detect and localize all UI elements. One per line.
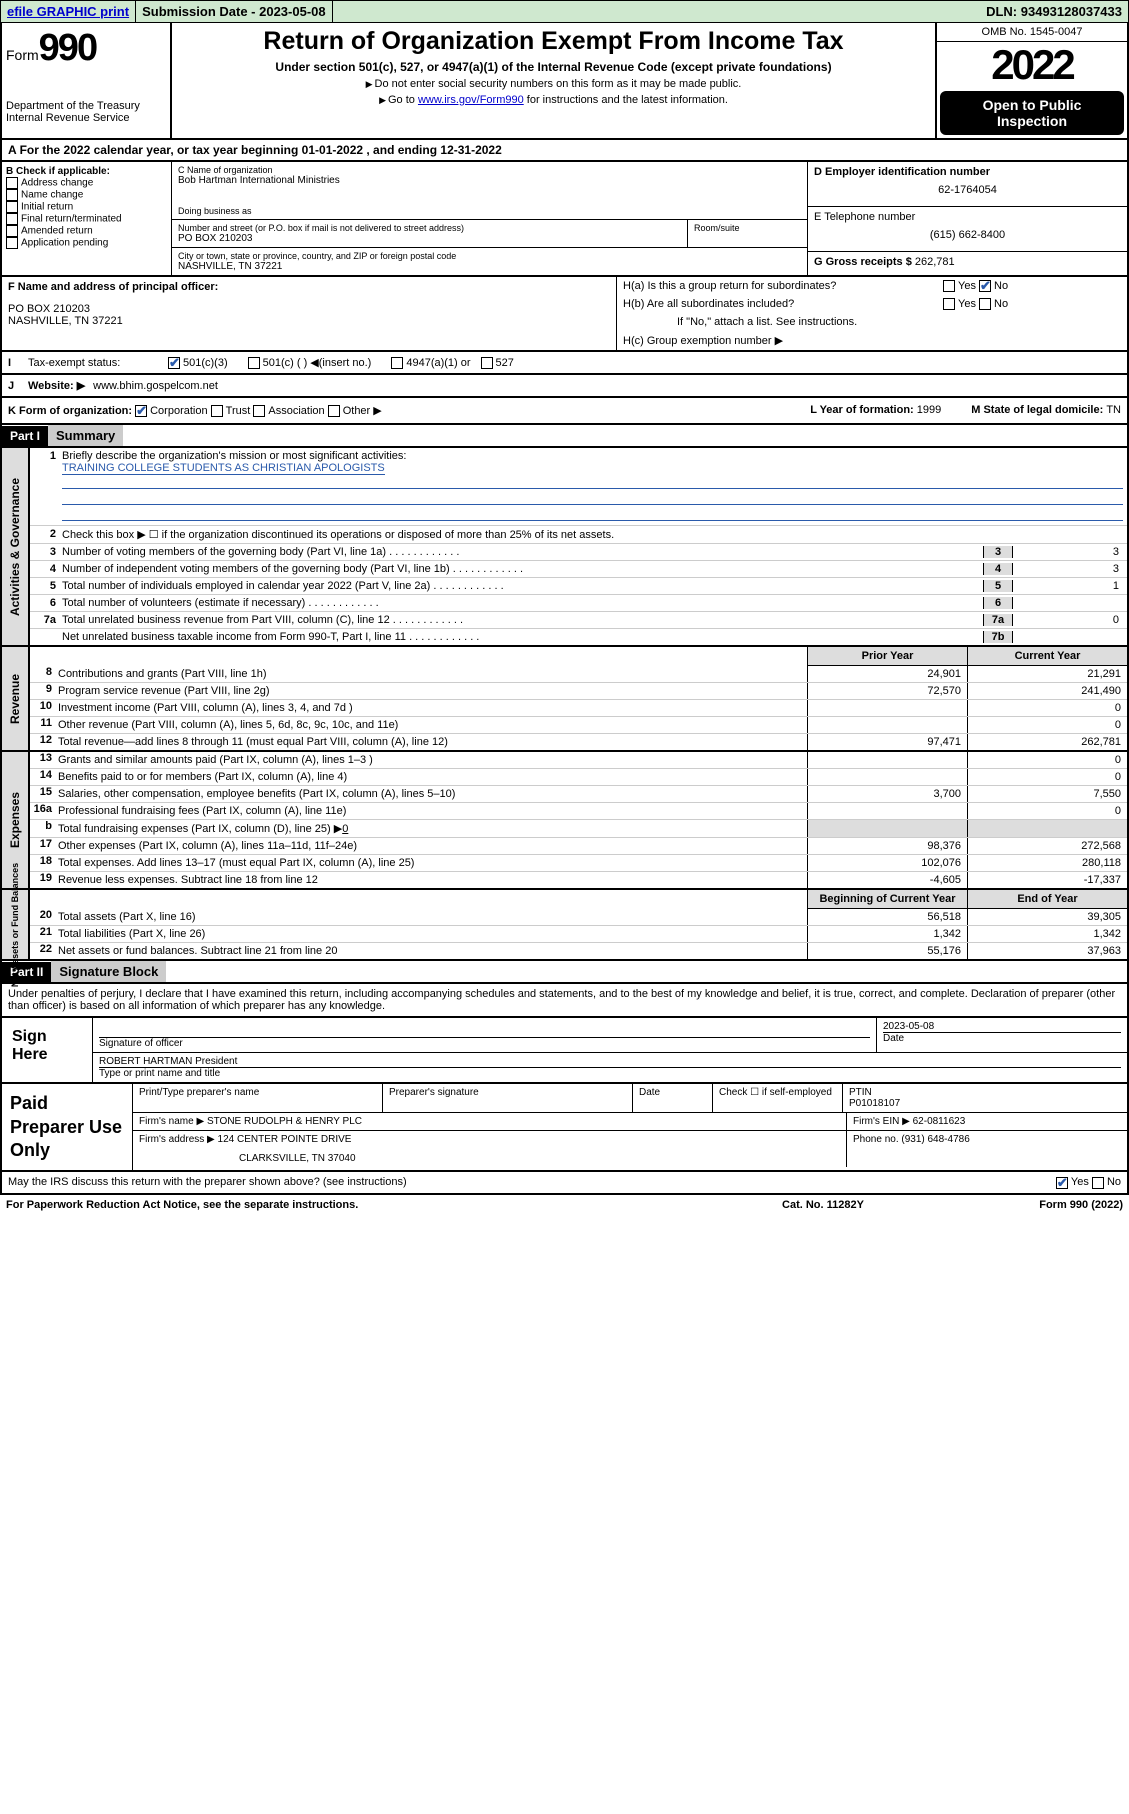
activities-governance: Activities & Governance 1Briefly describ… [0,448,1129,647]
cb-hb-yes[interactable] [943,298,955,310]
b-label: B Check if applicable: [6,166,167,177]
cb-corp[interactable] [135,405,147,417]
sign-date: 2023-05-08 [883,1021,1121,1032]
room-label: Room/suite [694,223,801,233]
paid-preparer-label: Paid Preparer Use Only [2,1084,132,1170]
city-label: City or town, state or province, country… [178,251,801,261]
row-a: A For the 2022 calendar year, or tax yea… [0,140,1129,162]
cb-address[interactable]: Address change [6,177,167,189]
cb-discuss-no[interactable] [1092,1177,1104,1189]
firm-phone: (931) 648-4786 [901,1134,969,1145]
cb-discuss-yes[interactable] [1056,1177,1068,1189]
declaration: Under penalties of perjury, I declare th… [0,984,1129,1018]
cb-final[interactable]: Final return/terminated [6,213,167,225]
cb-initial[interactable]: Initial return [6,201,167,213]
h-b-note: If "No," attach a list. See instructions… [617,313,1127,331]
cb-ha-no[interactable] [979,280,991,292]
paid-preparer: Paid Preparer Use Only Print/Type prepar… [0,1084,1129,1172]
street-label: Number and street (or P.O. box if mail i… [178,223,681,233]
cb-ha-yes[interactable] [943,280,955,292]
l-year: L Year of formation: 1999 [810,404,941,417]
efile-link[interactable]: efile GRAPHIC print [1,1,136,22]
cb-501c3[interactable] [168,357,180,369]
dba-label: Doing business as [178,206,801,216]
h-c: H(c) Group exemption number ▶ [617,331,1127,350]
ptin: P01018107 [849,1098,1121,1109]
m-state: M State of legal domicile: TN [971,404,1121,417]
side-label-rev: Revenue [8,674,22,724]
part2-header: Part IISignature Block [0,961,1129,984]
tax-year: 2022 [937,42,1127,88]
cb-527[interactable] [481,357,493,369]
website-value: www.bhim.gospelcom.net [93,380,218,392]
col-cde: C Name of organizationBob Hartman Intern… [172,162,807,275]
officer-name: ROBERT HARTMAN President [99,1056,1121,1067]
firm-name: STONE RUDOLPH & HENRY PLC [207,1116,362,1127]
cb-assoc[interactable] [253,405,265,417]
form-number: 990 [39,27,96,69]
firm-ein: 62-0811623 [913,1116,966,1127]
side-label-net: Net Assets or Fund Balances [10,863,20,987]
sign-here: Sign Here Signature of officer 2023-05-0… [0,1018,1129,1084]
sign-here-label: Sign Here [2,1018,92,1082]
g-gross: G Gross receipts $ 262,781 [808,252,1127,272]
cb-name[interactable]: Name change [6,189,167,201]
form-word: Form [6,47,39,63]
row-j: J Website: ▶ www.bhim.gospelcom.net [0,375,1129,398]
section-fh: F Name and address of principal officer:… [0,277,1129,352]
side-label-exp: Expenses [8,792,22,848]
net-assets-section: Net Assets or Fund Balances Beginning of… [0,890,1129,961]
city: NASHVILLE, TN 37221 [178,261,801,272]
part1-header: Part ISummary [0,425,1129,448]
header-left: Form990 Department of the Treasury Inter… [2,23,172,138]
cb-self-employed[interactable]: Check ☐ if self-employed [713,1084,843,1112]
h-b: H(b) Are all subordinates included?Yes N… [617,295,1127,313]
col-b: B Check if applicable: Address change Na… [2,162,172,275]
firm-addr: 124 CENTER POINTE DRIVE [218,1134,352,1145]
form-header: Form990 Department of the Treasury Inter… [0,23,1129,140]
submission-date: Submission Date - 2023-05-08 [136,1,333,22]
cb-amended[interactable]: Amended return [6,225,167,237]
form-subtitle: Under section 501(c), 527, or 4947(a)(1)… [176,60,931,74]
omb-number: OMB No. 1545-0047 [937,23,1127,42]
dept-treasury: Department of the Treasury Internal Reve… [6,100,166,124]
c-label: C Name of organization [178,165,801,175]
open-public: Open to Public Inspection [940,91,1124,135]
revenue-section: Revenue Prior YearCurrent Year 8Contribu… [0,647,1129,752]
org-name: Bob Hartman International Ministries [178,175,801,186]
col-right: D Employer identification number62-17640… [807,162,1127,275]
website-note: Go to www.irs.gov/Form990 for instructio… [176,94,931,106]
form-title: Return of Organization Exempt From Incom… [176,27,931,56]
row-klm: K Form of organization: Corporation Trus… [0,398,1129,425]
cb-application[interactable]: Application pending [6,237,167,249]
d-ein: D Employer identification number62-17640… [808,162,1127,207]
cb-4947[interactable] [391,357,403,369]
h-group: H(a) Is this a group return for subordin… [617,277,1127,350]
cb-other[interactable] [328,405,340,417]
row-i: I Tax-exempt status: 501(c)(3) 501(c) ( … [0,352,1129,375]
h-a: H(a) Is this a group return for subordin… [617,277,1127,295]
street: PO BOX 210203 [178,233,681,244]
irs-link[interactable]: www.irs.gov/Form990 [418,94,524,106]
discuss-row: May the IRS discuss this return with the… [0,1172,1129,1194]
mission-text: TRAINING COLLEGE STUDENTS AS CHRISTIAN A… [62,462,385,475]
top-bar: efile GRAPHIC print Submission Date - 20… [0,0,1129,23]
ssn-note: Do not enter social security numbers on … [176,78,931,90]
header-mid: Return of Organization Exempt From Incom… [172,23,937,138]
cb-hb-no[interactable] [979,298,991,310]
f-officer: F Name and address of principal officer:… [2,277,617,350]
e-phone: E Telephone number(615) 662-8400 [808,207,1127,252]
dln: DLN: 93493128037433 [980,1,1128,22]
side-label-ag: Activities & Governance [8,478,22,616]
header-right: OMB No. 1545-0047 2022 Open to Public In… [937,23,1127,138]
cb-501c[interactable] [248,357,260,369]
cb-trust[interactable] [211,405,223,417]
expenses-section: Expenses 13Grants and similar amounts pa… [0,752,1129,890]
footer: For Paperwork Reduction Act Notice, see … [0,1195,1129,1215]
section-bcde: B Check if applicable: Address change Na… [0,162,1129,277]
